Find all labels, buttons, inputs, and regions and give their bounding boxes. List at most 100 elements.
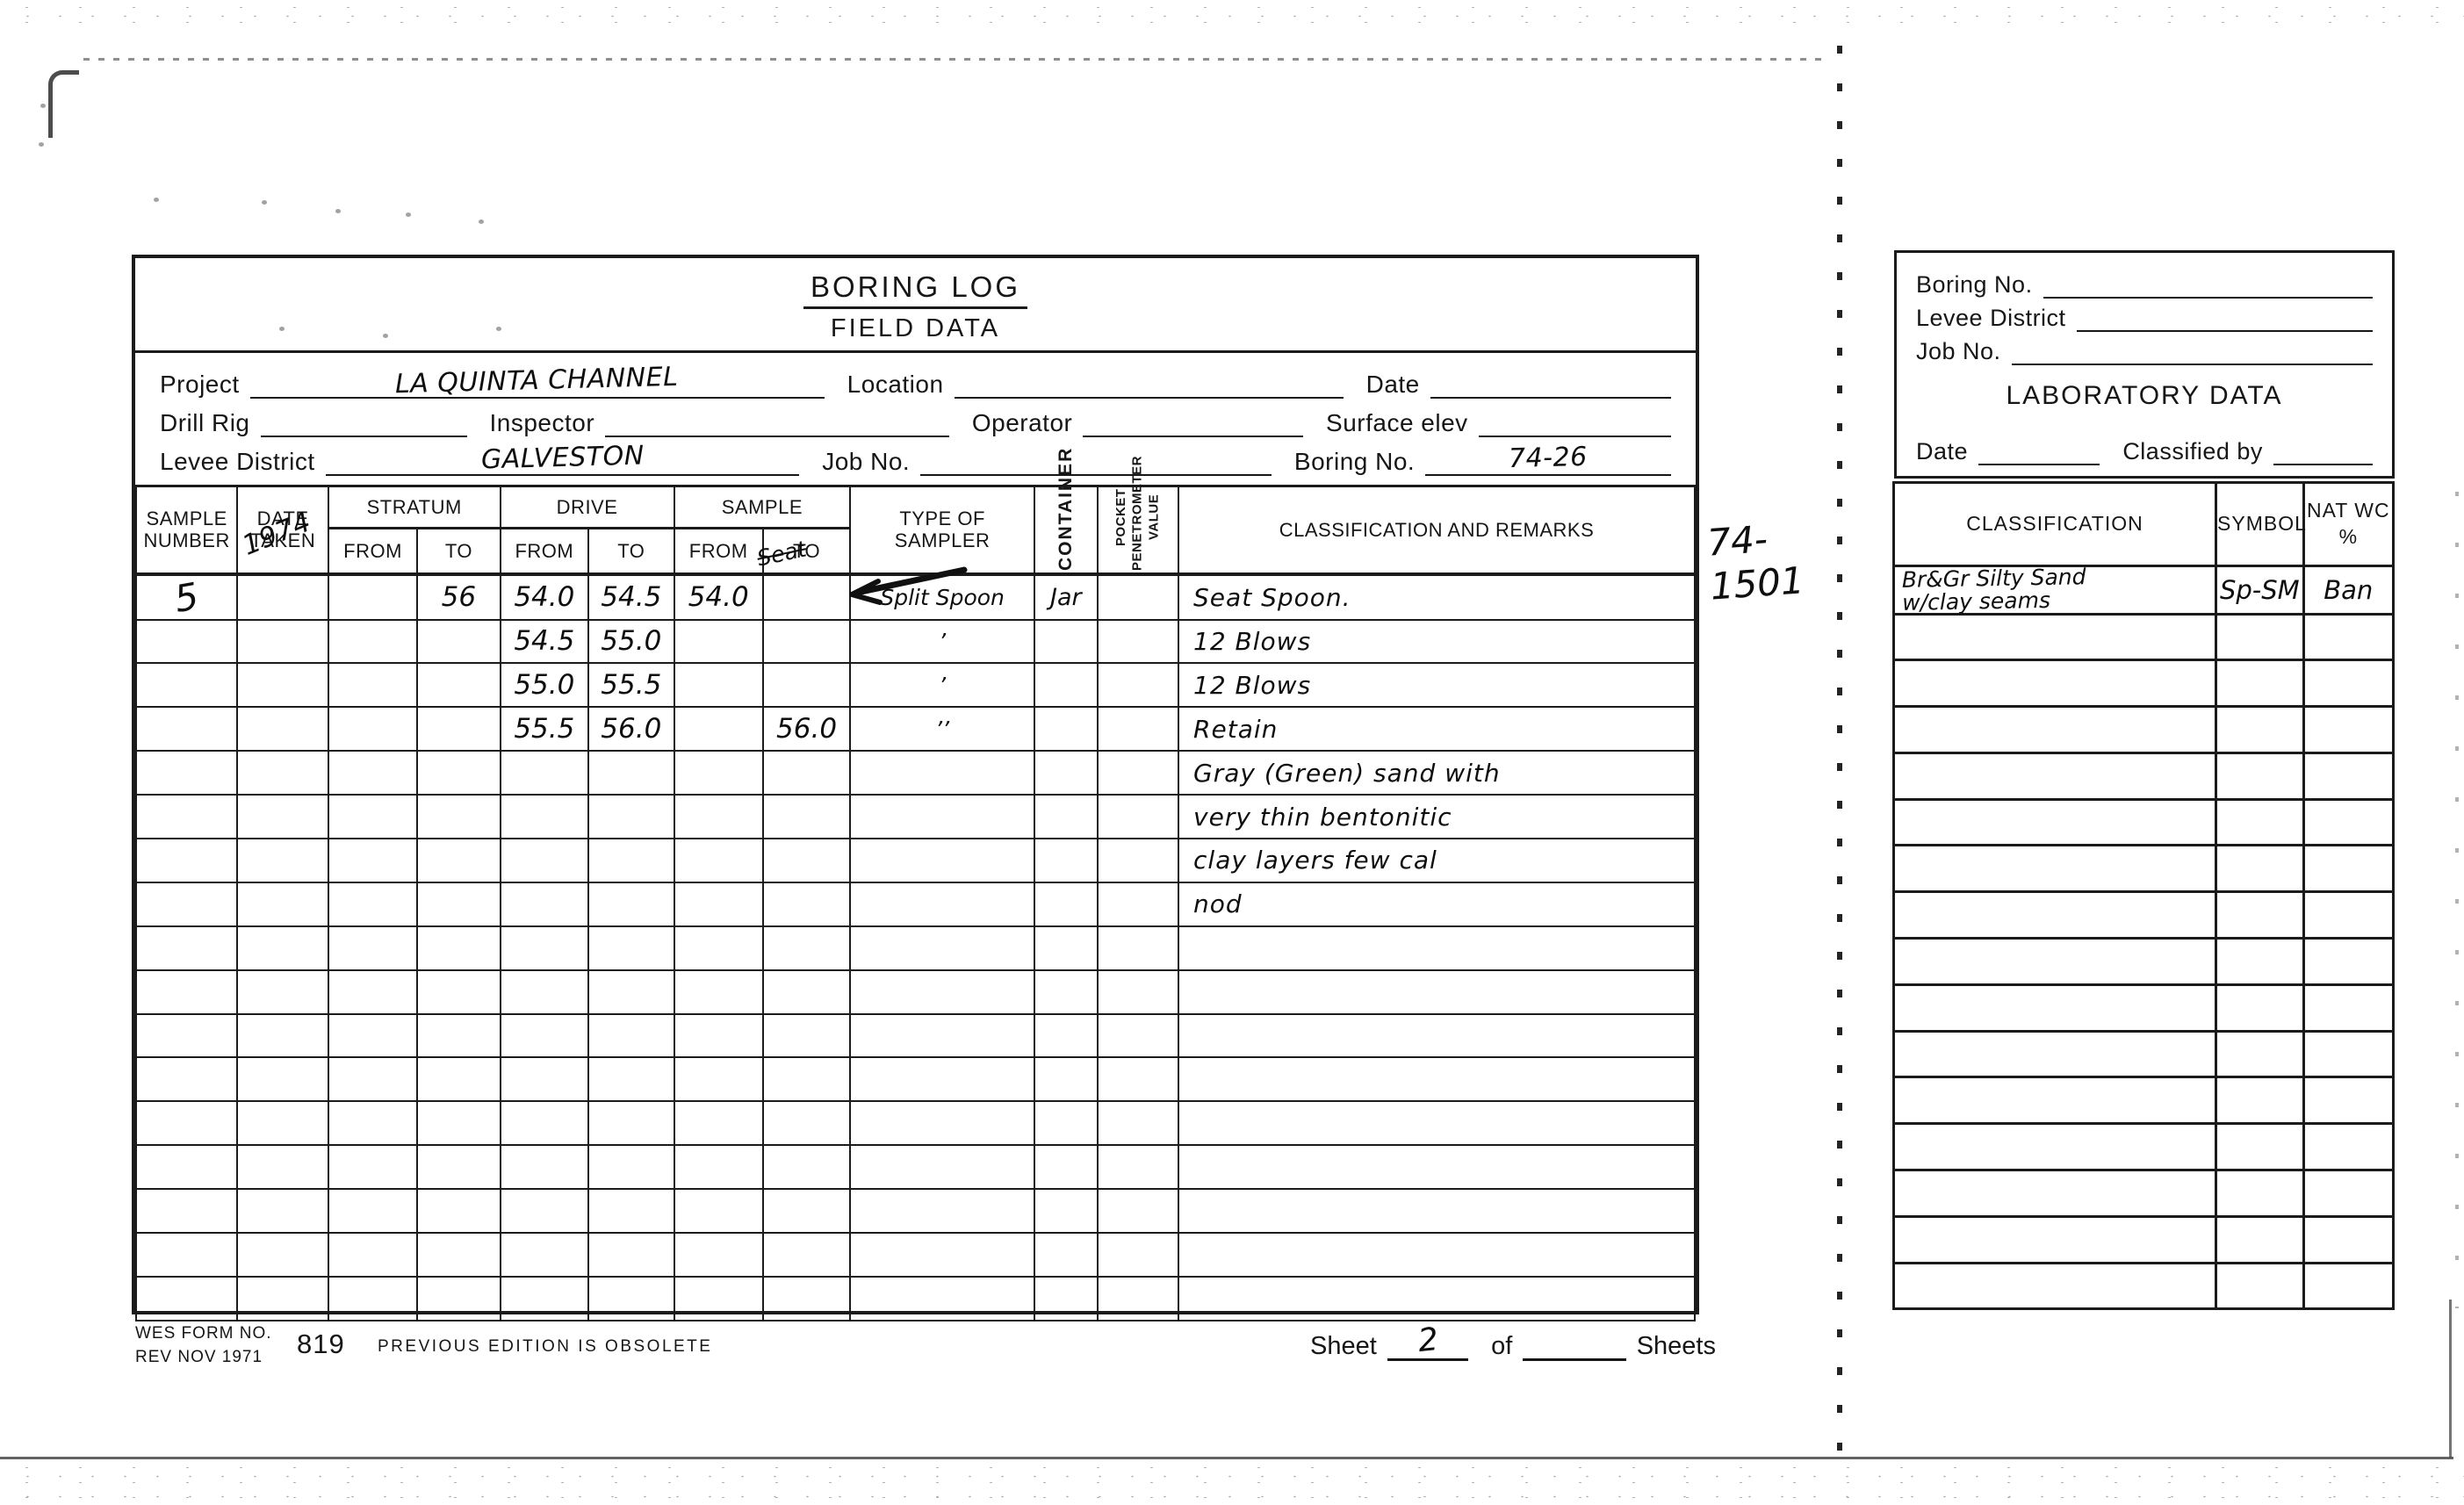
handwritten-value: 54.0 [688,581,749,613]
cell-sampler [849,1144,1036,1191]
cell-sampler [849,1188,1036,1234]
cell-sample-from [673,1275,764,1321]
lab-cell-symbol: Sp-SM [2215,565,2305,616]
handwritten-value: 54.0 [514,581,575,613]
handwritten-value: 55.0 [601,625,662,658]
col-header-type-of-sampler: TYPE OF SAMPLER [849,485,1036,576]
cell-drive-to [587,837,675,883]
cell-remarks [1178,969,1696,1015]
lab-cell-classification [1891,1076,2218,1126]
lab-cell-classification [1891,612,2218,662]
cell-container [1034,662,1099,709]
wes-form-no-line1: WES FORM NO. [135,1324,272,1343]
job-no-label: Job No. [822,448,911,475]
form-number-block: WES FORM NO. REV NOV 1971 [135,1322,272,1369]
boring-log-form: BORING LOG FIELD DATA Project LA QUINTA … [132,255,1699,1321]
cell-sample-to [761,1144,852,1191]
lab-date-field [1978,430,2100,465]
scan-noise-bottom [0,1460,2464,1505]
col-header-drive: DRIVE [499,485,675,529]
cell-pocket [1096,1231,1180,1278]
handwritten-value: ’ [939,672,947,698]
sample-to-header: TO [761,527,852,576]
cell-container [1034,1231,1099,1278]
container-header-label: CONTAINER [1055,446,1076,571]
cell-sample-number [134,925,239,971]
cell-sampler [849,750,1036,796]
handwritten-value: Jar [1049,583,1082,611]
boring-table-row [134,1012,1696,1059]
lab-job-no-field [2011,330,2373,365]
levee-district-field: GALVESTON [325,439,800,476]
sheet-label: Sheet [1310,1332,1377,1360]
cell-date-taken [236,1275,329,1321]
handwritten-value: 55.5 [514,713,575,745]
lab-table-row [1891,1261,2396,1311]
lab-cell-nat-wc [2302,844,2396,894]
laboratory-data-table: CLASSIFICATION SYMBOL NAT WC % Br&Gr Sil… [1891,481,2396,1311]
cell-sample-from [673,1012,764,1059]
lab-cell-classification [1891,797,2218,847]
cell-sampler [849,925,1036,971]
cell-sample-from [673,750,764,796]
lab-cell-classification [1891,1029,2218,1079]
lab-table-row [1891,705,2396,754]
cell-sample-to: 56.0 [761,706,852,752]
cell-stratum-to [416,750,501,796]
boring-table-row [134,925,1696,971]
cell-pocket [1096,925,1180,971]
lab-cell-nat-wc: Ban [2302,565,2396,616]
stratum-header-label: STRATUM [366,495,462,518]
cell-remarks: 12 Blows [1178,618,1696,665]
lab-cell-nat-wc [2302,1122,2396,1172]
cell-date-taken [236,1231,329,1278]
lab-cell-classification [1891,890,2218,940]
handwritten-value: 55.5 [601,669,662,702]
lab-table-row [1891,890,2396,940]
cell-pocket [1096,572,1180,621]
cell-remarks: Retain [1178,706,1696,752]
levee-district-value: GALVESTON [480,440,645,476]
boring-table-row: 5 56 54.0 54.5 54.0 Split Spoon Jar Seat Spoon. [134,572,1696,621]
handwritten-value: 12 Blows [1193,670,1312,700]
lab-table-body: Br&Gr Silty Sand w/clay seams Sp-SM Ban [1891,564,2396,1311]
cell-sampler [849,1275,1036,1321]
scan-speck [479,220,484,224]
lab-boring-no-line: Boring No. [1916,265,2373,299]
lab-classified-by-field [2273,430,2373,465]
lab-cell-nat-wc [2302,1169,2396,1218]
cell-stratum-to [416,1275,501,1321]
cell-remarks [1178,1144,1696,1191]
cell-stratum-from [327,881,419,927]
cell-sample-number [134,881,239,927]
lab-cell-symbol [2215,890,2305,940]
cell-sample-number [134,662,239,709]
cell-stratum-to [416,706,501,752]
boring-table-row [134,1275,1696,1321]
boring-table-row: 54.5 55.0 ’ 12 Blows [134,618,1696,665]
handwritten-value: clay layers few cal [1193,846,1437,875]
from-label: FROM [688,539,748,562]
col-header-stratum: STRATUM [327,485,501,529]
lab-cell-nat-wc [2302,890,2396,940]
date-field [1430,362,1672,399]
handwritten-arrow [849,566,968,605]
cell-sample-from [673,1056,764,1103]
cell-drive-from [499,925,590,971]
scan-noise-top [0,0,2464,32]
obsolete-note: PREVIOUS EDITION IS OBSOLETE [378,1337,713,1356]
cell-drive-to [587,1012,675,1059]
stratum-from-header: FROM [327,527,419,576]
cell-container [1034,706,1099,752]
cell-remarks [1178,1188,1696,1234]
lab-cell-symbol [2215,797,2305,847]
stratum-to-header: TO [416,527,501,576]
cell-stratum-to [416,837,501,883]
cell-drive-to: 56.0 [587,706,675,752]
cell-date-taken [236,572,329,621]
lab-job-no-line: Job No. [1916,332,2373,365]
lab-date-classified-line: Date Classified by [1916,432,2373,465]
cell-pocket [1096,1056,1180,1103]
paper-top-edge [83,58,1826,61]
cell-remarks: 12 Blows [1178,662,1696,709]
